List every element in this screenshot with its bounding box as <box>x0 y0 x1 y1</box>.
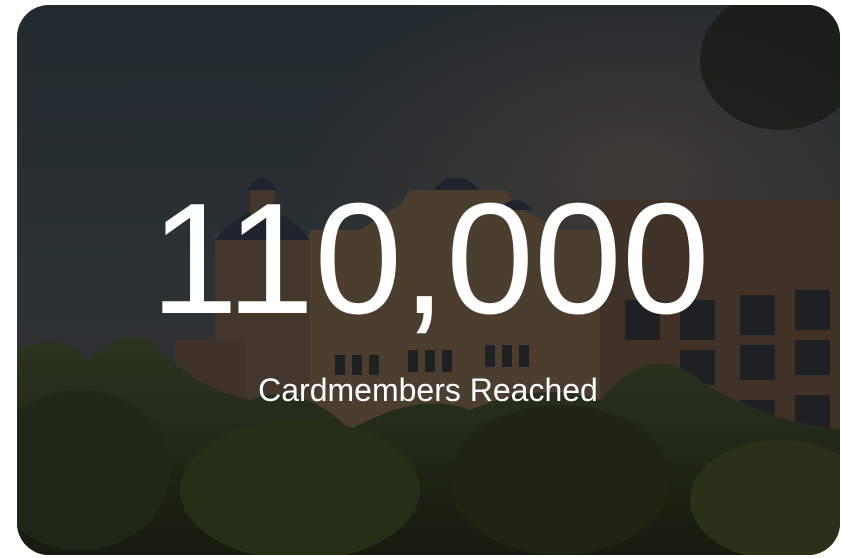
stat-label: Cardmembers Reached <box>258 372 598 408</box>
stat-value: 110,000 <box>150 171 709 347</box>
stat-card: 110,000 Cardmembers Reached <box>0 0 841 558</box>
page: 110,000 Cardmembers Reached (() => { con… <box>0 0 841 558</box>
